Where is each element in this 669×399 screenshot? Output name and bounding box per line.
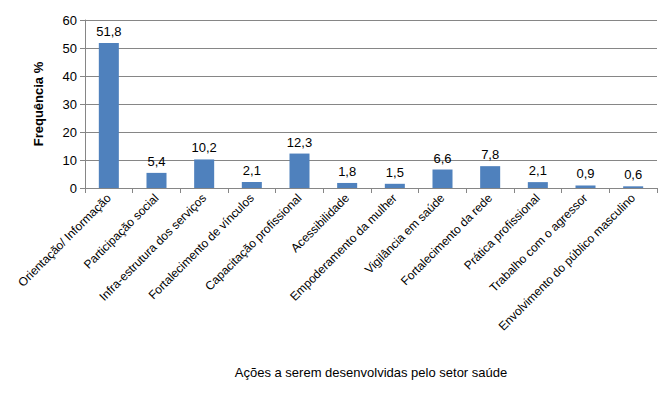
svg-text:Ações a serem desenvolvidas pe: Ações a serem desenvolvidas pelo setor s… xyxy=(235,365,507,380)
svg-text:Vigilância em saúde: Vigilância em saúde xyxy=(362,191,448,277)
svg-text:Envolvimento do público mascul: Envolvimento do público masculino xyxy=(496,191,639,334)
svg-text:Fortalecimento de vínculos: Fortalecimento de vínculos xyxy=(145,191,257,303)
svg-text:Orientação/ Informação: Orientação/ Informação xyxy=(15,191,114,290)
svg-text:2,1: 2,1 xyxy=(529,163,547,178)
svg-text:Empoderamento da mulher: Empoderamento da mulher xyxy=(287,191,400,304)
svg-text:Capacitação profissional: Capacitação profissional xyxy=(202,191,304,293)
svg-text:50: 50 xyxy=(63,41,77,56)
svg-text:10,2: 10,2 xyxy=(192,140,217,155)
svg-text:2,1: 2,1 xyxy=(243,163,261,178)
svg-text:0,6: 0,6 xyxy=(624,167,642,182)
svg-text:Acessibilidade: Acessibilidade xyxy=(288,191,353,256)
svg-text:Prática profissional: Prática profissional xyxy=(461,191,543,273)
svg-text:51,8: 51,8 xyxy=(96,24,121,39)
svg-text:12,3: 12,3 xyxy=(287,135,312,150)
svg-text:1,5: 1,5 xyxy=(386,165,404,180)
svg-text:5,4: 5,4 xyxy=(147,154,165,169)
svg-text:1,8: 1,8 xyxy=(338,164,356,179)
svg-text:Participação social: Participação social xyxy=(80,191,162,272)
svg-text:Infra-estrutura dos serviços: Infra-estrutura dos serviços xyxy=(96,191,210,304)
svg-text:7,8: 7,8 xyxy=(481,147,499,162)
svg-text:20: 20 xyxy=(63,125,77,140)
svg-text:60: 60 xyxy=(63,13,77,28)
svg-text:Frequência %: Frequência % xyxy=(31,61,46,146)
svg-text:40: 40 xyxy=(63,69,77,84)
svg-text:Trabalho com o agressor: Trabalho com o agressor xyxy=(487,191,591,295)
svg-text:10: 10 xyxy=(63,153,77,168)
svg-text:0,9: 0,9 xyxy=(576,166,594,181)
svg-text:30: 30 xyxy=(63,97,77,112)
svg-text:6,6: 6,6 xyxy=(433,151,451,166)
svg-text:Fortalecimento da rede: Fortalecimento da rede xyxy=(398,191,495,288)
svg-text:0: 0 xyxy=(70,181,77,196)
